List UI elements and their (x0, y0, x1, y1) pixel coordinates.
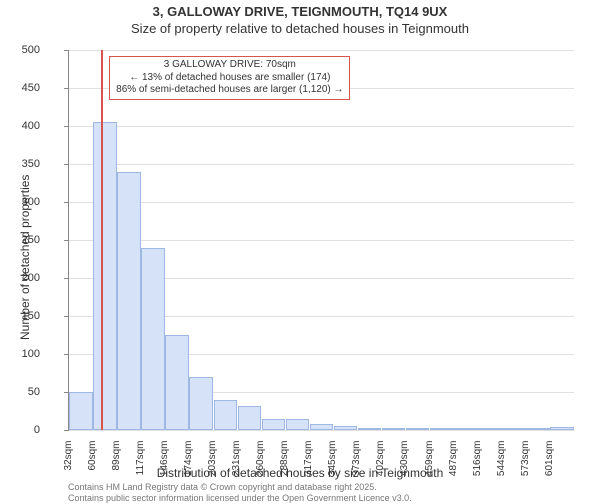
ytick-label: 100 (0, 348, 40, 360)
bar (189, 377, 213, 430)
x-axis-label: Distribution of detached houses by size … (0, 466, 600, 480)
title-line2: Size of property relative to detached ho… (0, 21, 600, 36)
plot-area: 32sqm60sqm89sqm117sqm146sqm174sqm203sqm2… (68, 50, 574, 431)
ytick-mark (64, 240, 69, 241)
bar (526, 428, 550, 430)
ytick-mark (64, 430, 69, 431)
title-block: 3, GALLOWAY DRIVE, TEIGNMOUTH, TQ14 9UX … (0, 0, 600, 36)
bar (502, 428, 526, 430)
gridline (69, 240, 574, 241)
ytick-label: 450 (0, 82, 40, 94)
bar (165, 335, 189, 430)
bar (286, 419, 310, 430)
footer-line1: Contains HM Land Registry data © Crown c… (68, 482, 412, 493)
ytick-mark (64, 354, 69, 355)
bar (310, 424, 334, 430)
ytick-mark (64, 88, 69, 89)
ytick-label: 500 (0, 44, 40, 56)
bar (334, 426, 358, 430)
bar (141, 248, 165, 430)
bar (550, 427, 574, 430)
bar (117, 172, 141, 430)
bar (406, 428, 430, 430)
title-line1: 3, GALLOWAY DRIVE, TEIGNMOUTH, TQ14 9UX (0, 4, 600, 19)
gridline (69, 126, 574, 127)
ytick-mark (64, 164, 69, 165)
ytick-label: 250 (0, 234, 40, 246)
gridline (69, 164, 574, 165)
reference-line (101, 50, 103, 430)
footer-line2: Contains public sector information licen… (68, 493, 412, 504)
bar (454, 428, 478, 430)
ytick-mark (64, 50, 69, 51)
gridline (69, 202, 574, 203)
ytick-label: 200 (0, 272, 40, 284)
annotation-box: 3 GALLOWAY DRIVE: 70sqm← 13% of detached… (109, 56, 350, 100)
ytick-mark (64, 202, 69, 203)
ytick-label: 0 (0, 424, 40, 436)
bar (478, 428, 502, 430)
bar (93, 122, 117, 430)
gridline (69, 430, 574, 431)
ytick-mark (64, 126, 69, 127)
ytick-label: 300 (0, 196, 40, 208)
bar (262, 419, 286, 430)
bar (69, 392, 93, 430)
ytick-label: 350 (0, 158, 40, 170)
footer: Contains HM Land Registry data © Crown c… (68, 482, 412, 504)
ytick-mark (64, 316, 69, 317)
bar (430, 428, 454, 430)
ytick-label: 50 (0, 386, 40, 398)
bar (382, 428, 406, 430)
ytick-label: 400 (0, 120, 40, 132)
bar (214, 400, 238, 430)
annotation-line1: 3 GALLOWAY DRIVE: 70sqm (116, 59, 343, 72)
ytick-label: 150 (0, 310, 40, 322)
bar (238, 406, 262, 430)
bar (358, 428, 382, 430)
gridline (69, 50, 574, 51)
annotation-line3: 86% of semi-detached houses are larger (… (116, 84, 343, 97)
ytick-mark (64, 278, 69, 279)
annotation-line2: ← 13% of detached houses are smaller (17… (116, 72, 343, 85)
chart-container: 3, GALLOWAY DRIVE, TEIGNMOUTH, TQ14 9UX … (0, 0, 600, 500)
